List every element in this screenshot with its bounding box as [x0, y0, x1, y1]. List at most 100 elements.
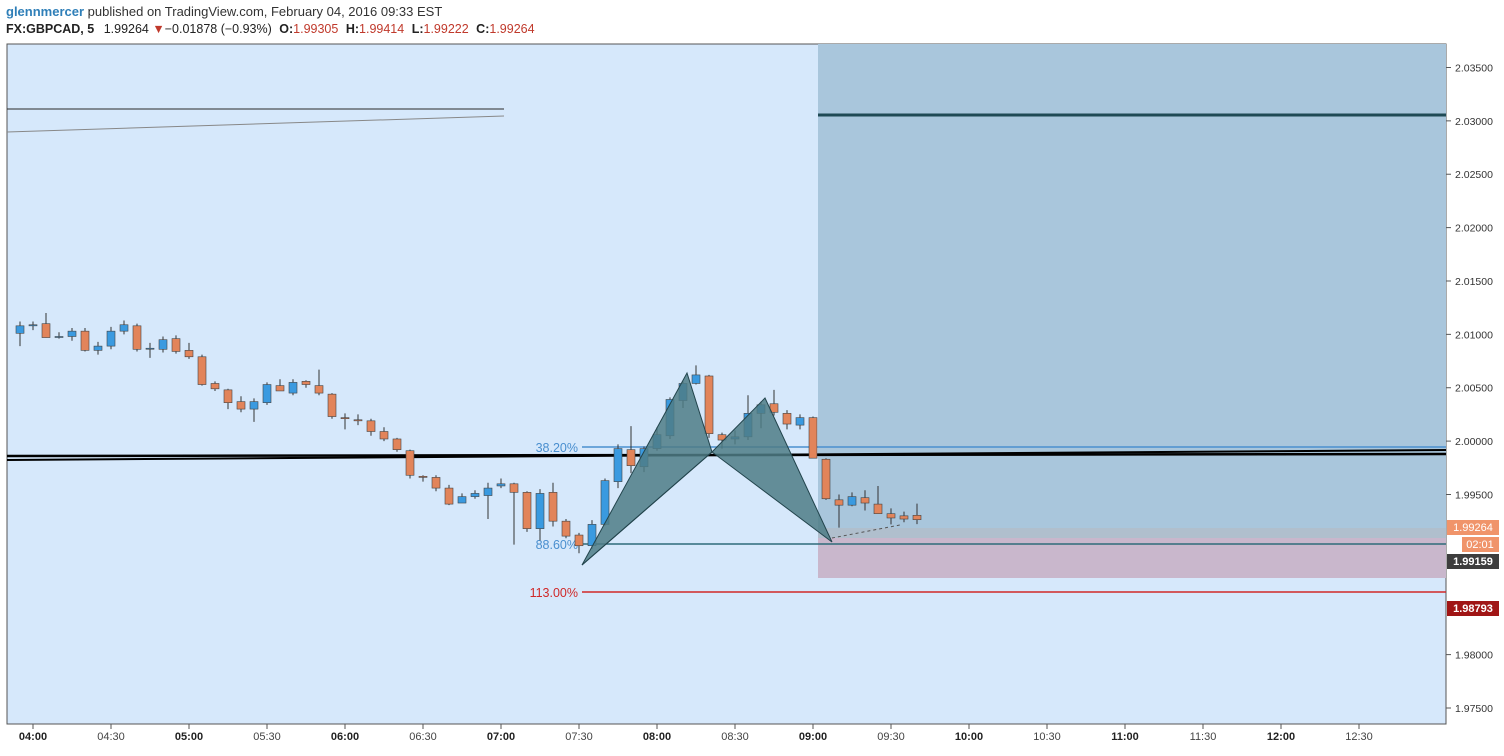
candle-body — [470, 493, 480, 497]
candle[interactable] — [548, 482, 558, 527]
candle[interactable] — [197, 354, 207, 386]
candle[interactable] — [847, 492, 857, 507]
candle[interactable] — [366, 418, 376, 436]
time-tick-label: 08:00 — [643, 731, 671, 743]
time-tick-label: 11:30 — [1190, 731, 1217, 743]
candle[interactable] — [860, 490, 870, 511]
candle[interactable] — [613, 444, 623, 489]
candle[interactable] — [210, 381, 220, 391]
price-tick-label: 2.03000 — [1455, 116, 1493, 128]
candle-body — [392, 438, 402, 450]
candle[interactable] — [132, 323, 142, 352]
candle[interactable] — [249, 398, 259, 422]
low-label: L: — [411, 22, 424, 36]
candle[interactable] — [470, 490, 480, 499]
candle[interactable] — [483, 482, 493, 520]
time-axis[interactable]: 04:00 04:30 05:00 05:30 06:00 06:30 07:00 07:30… — [19, 724, 1373, 743]
candle[interactable] — [15, 321, 25, 347]
symbol-name[interactable]: FX:GBPCAD, 5 — [6, 22, 95, 36]
candle-body — [795, 417, 805, 426]
candle-body — [54, 336, 64, 338]
candle-body — [132, 325, 142, 350]
candle-body — [457, 496, 467, 504]
last-price: 1.99264 — [103, 22, 149, 36]
candle[interactable] — [119, 320, 129, 335]
candle[interactable] — [561, 519, 571, 539]
low-value: 1.99222 — [423, 22, 469, 36]
candle-body — [405, 450, 415, 476]
chart-area[interactable]: 38.20% 88.60% 113.00% 2.03500 2.03000 2.02… — [0, 42, 1504, 751]
candle[interactable] — [431, 475, 441, 492]
candle[interactable] — [275, 379, 285, 392]
candle[interactable] — [184, 342, 194, 359]
candle[interactable] — [379, 427, 389, 442]
candle[interactable] — [67, 327, 77, 341]
candle[interactable] — [834, 494, 844, 528]
candle[interactable] — [340, 413, 350, 430]
candle-body — [67, 330, 77, 337]
candle[interactable] — [457, 493, 467, 504]
candle[interactable] — [288, 379, 298, 396]
candle[interactable] — [301, 380, 311, 388]
candle[interactable] — [236, 396, 246, 413]
candle[interactable] — [509, 482, 519, 545]
candle-body — [886, 513, 896, 519]
candle[interactable] — [574, 532, 584, 554]
candle-body — [184, 350, 194, 358]
candle-body — [353, 419, 363, 422]
candle[interactable] — [145, 342, 155, 358]
symbol-legend: FX:GBPCAD, 5 1.99264 ▼−0.01878 (−0.93%) … — [6, 22, 535, 36]
candle[interactable] — [392, 437, 402, 452]
candle[interactable] — [418, 475, 428, 482]
time-tick-label: 05:30 — [253, 731, 281, 743]
candle-body — [80, 330, 90, 351]
candle-body — [327, 393, 337, 417]
fib-38-label: 38.20% — [536, 441, 578, 455]
author-link[interactable]: glennmercer — [6, 4, 85, 19]
candle-body — [28, 324, 38, 327]
candle[interactable] — [158, 336, 168, 353]
candle[interactable] — [496, 478, 506, 489]
last-price-badge-text: 1.99264 — [1453, 522, 1493, 534]
candle[interactable] — [80, 327, 90, 352]
candle[interactable] — [912, 503, 922, 525]
harmonic-bcd-triangle[interactable] — [711, 397, 833, 543]
candle[interactable] — [54, 332, 64, 339]
candle[interactable] — [314, 369, 324, 396]
candle[interactable] — [808, 416, 818, 459]
candle-body — [288, 382, 298, 394]
candle[interactable] — [821, 458, 831, 500]
price-tick-label: 1.99500 — [1455, 489, 1493, 501]
high-value: 1.99414 — [359, 22, 405, 36]
price-axis[interactable]: 2.03500 2.03000 2.02500 2.02000 2.01500 2.010… — [1446, 62, 1493, 715]
trendline-lower[interactable] — [6, 115, 505, 133]
candle[interactable] — [522, 491, 532, 532]
candle[interactable] — [691, 365, 701, 385]
candle-body — [535, 493, 545, 529]
candle-body — [366, 420, 376, 432]
candle[interactable] — [171, 335, 181, 354]
stop-price-badge — [1447, 601, 1499, 616]
candle[interactable] — [873, 485, 883, 515]
candle[interactable] — [106, 326, 116, 350]
candle[interactable] — [262, 382, 272, 405]
fib-113-label: 113.00% — [530, 586, 578, 600]
candle[interactable] — [28, 321, 38, 331]
candle[interactable] — [886, 508, 896, 525]
candle[interactable] — [444, 484, 454, 506]
candle[interactable] — [795, 414, 805, 430]
candle[interactable] — [626, 426, 636, 474]
candle[interactable] — [405, 449, 415, 479]
candle[interactable] — [223, 388, 233, 410]
candle-body — [847, 496, 857, 506]
candle[interactable] — [93, 341, 103, 355]
price-chart[interactable]: 38.20% 88.60% 113.00% 2.03500 2.03000 2.02… — [0, 42, 1504, 751]
harmonic-pattern[interactable] — [581, 371, 833, 566]
candle[interactable] — [782, 410, 792, 430]
candle[interactable] — [535, 489, 545, 541]
candle[interactable] — [327, 393, 337, 419]
candle[interactable] — [704, 374, 714, 438]
candle[interactable] — [899, 511, 909, 523]
candle[interactable] — [353, 414, 363, 426]
candle[interactable] — [41, 313, 51, 338]
